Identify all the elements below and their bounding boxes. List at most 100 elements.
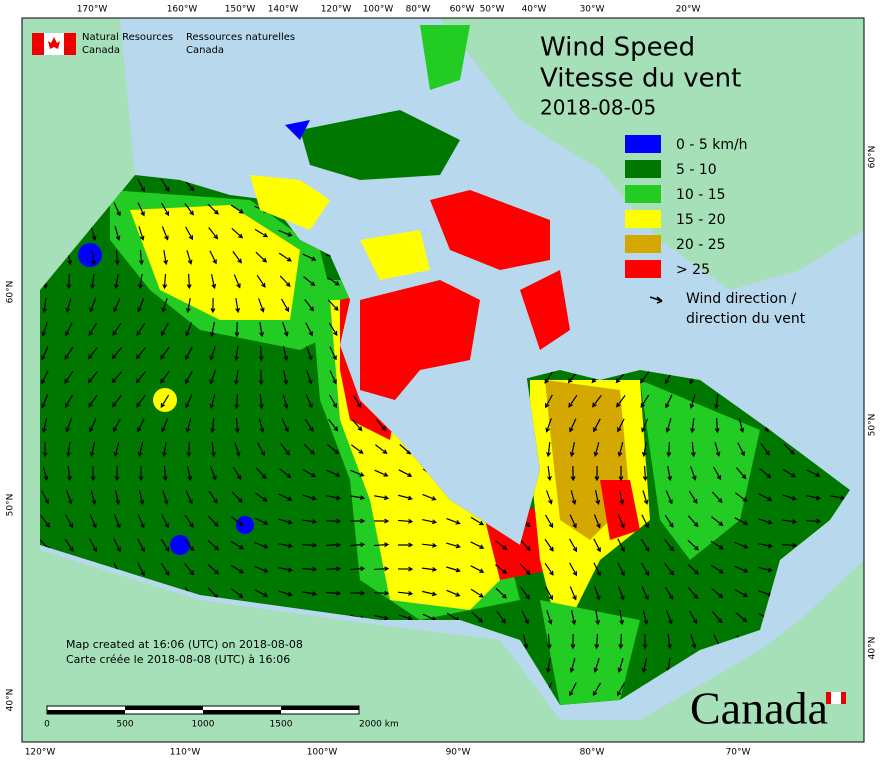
- wind-arrow: [90, 226, 97, 241]
- wind-arrow: [616, 394, 626, 408]
- wind-arrow: [618, 490, 625, 506]
- wind-arrow: [570, 610, 577, 626]
- wind-arrow: [231, 491, 243, 503]
- wind-arrow: [594, 490, 601, 506]
- wind-arrow: [89, 418, 97, 433]
- wind-arrow: [135, 371, 146, 384]
- wordmark-flag: [841, 692, 846, 704]
- legend-label: 10 - 15: [676, 187, 726, 203]
- wind-arrow: [569, 418, 577, 433]
- graticule-label: 140°W: [268, 5, 299, 15]
- wind-arrow: [642, 610, 649, 626]
- wind-arrow: [690, 634, 697, 649]
- wind-arrow: [209, 466, 217, 481]
- wind-arrow: [234, 345, 239, 362]
- map-title: Vitesse du vent: [540, 64, 741, 94]
- wind-arrow: [186, 441, 192, 458]
- wind-arrow: [257, 442, 265, 457]
- wind-arrow: [138, 273, 143, 290]
- wind-arrow: [664, 514, 674, 528]
- wind-arrow: [65, 418, 72, 433]
- wind-arrow: [137, 562, 145, 577]
- wind-arrow: [137, 298, 145, 313]
- wind-arrow: [471, 611, 483, 623]
- wind-arrow: [208, 490, 218, 504]
- wind-arrow: [185, 346, 193, 361]
- scale-label: 0: [44, 720, 50, 730]
- scale-bar: [46, 705, 360, 715]
- island-wind: [520, 270, 570, 350]
- wind-arrow: [545, 394, 553, 409]
- wind-arrow: [760, 443, 770, 456]
- wind-arrow: [210, 417, 216, 434]
- wind-arrow: [259, 321, 265, 338]
- map-title: Wind Speed: [540, 33, 695, 63]
- wind-arrow: [351, 444, 364, 454]
- wind-arrow: [90, 490, 97, 506]
- wind-arrow: [162, 490, 169, 505]
- wind-arrow: [398, 494, 413, 501]
- legend-swatch: [625, 185, 661, 203]
- legend-label: Wind direction /: [686, 291, 796, 307]
- wind-arrow: [522, 634, 529, 650]
- wind-arrow: [304, 418, 314, 432]
- wind-arrow: [254, 541, 269, 549]
- wind-arrow: [160, 394, 170, 409]
- wind-arrow: [114, 226, 121, 241]
- wind-arrow: [232, 251, 242, 264]
- legend-swatch: [625, 235, 661, 253]
- wind-arrow: [375, 444, 388, 454]
- wind-arrow: [112, 395, 122, 408]
- wind-arrow: [374, 614, 390, 621]
- speed-area: [170, 535, 190, 555]
- wind-arrow: [783, 443, 795, 455]
- wind-arrow: [41, 394, 49, 409]
- wind-arrow: [397, 566, 414, 572]
- wind-arrow: [713, 466, 722, 481]
- graticule-label: 40°N: [868, 637, 878, 660]
- graticule-label: 110°W: [170, 748, 201, 758]
- legend-label: 20 - 25: [676, 237, 726, 253]
- wind-arrow: [207, 539, 220, 551]
- footer-note: Carte créée le 2018-08-08 (UTC) à 16:06: [66, 653, 290, 666]
- wind-arrow: [398, 469, 413, 477]
- wind-arrow: [111, 347, 122, 360]
- wind-arrow: [258, 393, 264, 410]
- wind-arrow: [230, 516, 244, 526]
- wind-arrow: [161, 226, 169, 241]
- wind-arrow: [230, 204, 244, 214]
- wind-arrow: [66, 490, 73, 505]
- wind-arrow: [446, 566, 461, 573]
- wind-arrow: [593, 538, 601, 553]
- wind-arrow: [161, 202, 170, 217]
- wind-arrow: [569, 682, 577, 697]
- agency-en: Natural Resources: [82, 32, 173, 43]
- wind-arrow: [666, 441, 672, 458]
- scale-label: 1000: [192, 720, 215, 730]
- speed-area: [640, 380, 760, 560]
- wind-arrow: [519, 563, 531, 576]
- wind-arrow: [278, 518, 293, 525]
- wind-arrow: [738, 418, 745, 434]
- wind-arrow: [327, 299, 339, 312]
- wind-arrow: [301, 519, 318, 524]
- wind-arrow: [640, 562, 650, 577]
- wind-arrow: [617, 562, 625, 577]
- wind-arrow: [207, 203, 219, 215]
- wordmark: Canada: [690, 683, 828, 734]
- wind-arrow: [689, 394, 696, 409]
- legend-label: direction du vent: [686, 311, 806, 327]
- wind-arrow: [349, 542, 366, 548]
- wind-arrow: [136, 322, 146, 336]
- wind-arrow: [546, 490, 553, 505]
- wind-arrow: [641, 418, 649, 433]
- wind-arrow: [325, 566, 342, 572]
- wind-arrow: [65, 322, 73, 337]
- wind-arrow: [690, 441, 696, 458]
- wind-arrow: [278, 252, 292, 262]
- wind-arrow: [665, 610, 673, 625]
- wind-arrow: [87, 371, 98, 384]
- wind-arrow: [349, 590, 366, 596]
- wind-arrow: [232, 466, 242, 481]
- wind-arrow: [88, 394, 98, 408]
